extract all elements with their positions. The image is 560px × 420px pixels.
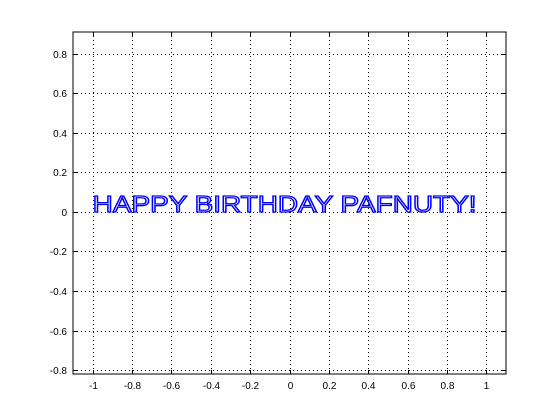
x-tick-label: -0.8 [124,381,142,392]
axis-ticks [73,32,506,374]
y-tick-label: -0.6 [50,327,68,338]
x-tick-label: -0.6 [163,381,181,392]
grid-lines [73,32,506,374]
y-tick-label: 0.6 [53,89,67,100]
x-tick-label: 0.2 [323,381,337,392]
y-tick-label: -0.2 [50,247,68,258]
x-tick-label: 0.4 [362,381,376,392]
x-tick-label: -1 [89,381,98,392]
birthday-text-annotation: HAPPY BIRTHDAY PAFNUTY! [93,191,477,217]
x-tick-label: -0.2 [242,381,260,392]
x-axis-tick-labels: -1 -0.8 -0.6 -0.4 -0.2 0 0.2 0.4 0.6 0.8 1 [89,381,490,392]
y-tick-label: 0.8 [53,50,67,61]
y-tick-label: -0.4 [50,287,68,298]
x-tick-label: -0.4 [203,381,221,392]
y-tick-label: 0.2 [53,168,67,179]
y-axis-tick-labels: -0.8 -0.6 -0.4 -0.2 0 0.2 0.4 0.6 0.8 [50,50,68,377]
y-tick-label: 0.4 [53,129,67,140]
x-tick-label: 0 [288,381,294,392]
x-tick-label: 0.8 [441,381,455,392]
y-tick-label: 0 [61,208,67,219]
y-tick-label: -0.8 [50,366,68,377]
x-tick-label: 1 [484,381,490,392]
plot-area-frame [72,31,507,375]
x-tick-label: 0.6 [402,381,416,392]
